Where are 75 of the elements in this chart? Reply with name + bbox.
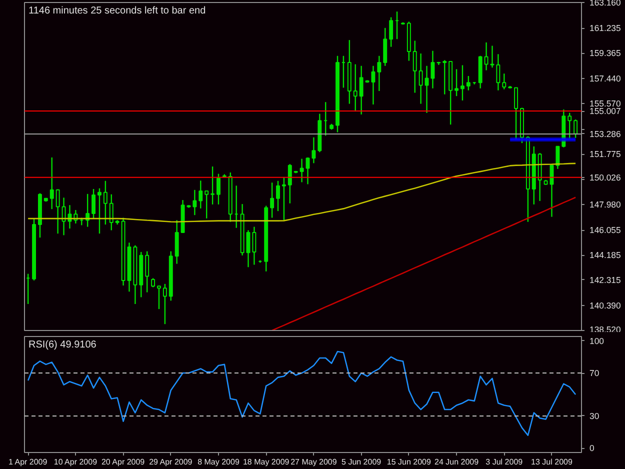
candlestick [288,164,292,204]
candlestick [377,55,382,92]
candlestick [56,188,60,234]
candlestick [490,45,494,68]
candlestick [568,112,572,140]
y-tick-label: 30 [590,410,600,421]
candlestick [359,65,364,116]
candlestick [484,42,488,71]
x-tick-label: 24 Jun 2009 [434,458,480,466]
candlestick [162,283,167,325]
x-tick-label: 18 May 2009 [242,458,290,466]
candlestick [454,68,459,97]
y-tick-label: 140.390 [590,300,621,311]
candlestick [514,87,518,140]
y-tick-label: 157.440 [590,74,621,84]
chart-title: RSI(6) 49.9106 [28,340,97,350]
ref-line-label: 153.286 [590,128,621,139]
x-tick-label: 20 Apr 2009 [101,458,146,466]
candlestick [210,166,215,206]
candlestick [204,190,209,220]
candlestick [151,278,156,288]
x-tick-label: 29 Apr 2009 [149,458,193,466]
ref-line-label: 150.026 [590,172,621,182]
x-tick-label: 13 Jul 2009 [531,458,573,466]
y-tick-label: 161.235 [590,23,621,34]
x-tick-label: 3 Jul 2009 [486,458,524,466]
x-tick-label: 27 May 2009 [290,458,338,466]
candlestick [466,75,470,91]
x-tick-label: 8 May 2009 [198,458,240,466]
candlestick [174,220,179,264]
x-tick-label: 1 Apr 2009 [8,458,48,466]
y-tick-label: 151.775 [590,149,621,160]
y-tick-label: 0 [590,443,594,454]
line-series [27,350,576,436]
candlestick [442,60,447,95]
candlestick [157,284,161,310]
x-tick-label: 10 Apr 2009 [54,458,98,466]
candlestick [460,64,464,102]
y-tick-label: 147.980 [590,200,621,210]
candlestick [109,194,114,231]
candlestick [502,72,506,90]
candlestick [300,158,304,183]
candlestick [556,146,560,170]
candlestick [50,156,54,210]
x-tick-label: 15 Jun 2009 [386,458,432,466]
y-tick-label: 100 [590,336,604,346]
candlestick [198,180,203,210]
candlestick [192,189,197,216]
y-tick-label: 146.055 [590,225,621,236]
candlestick [252,226,256,266]
candlestick [412,40,417,94]
candlestick [312,136,316,164]
candlestick [270,182,274,218]
x-tick-label: 5 Jun 2009 [342,458,382,466]
candlestick [282,176,286,221]
candlestick [418,52,423,104]
y-tick-label: 144.185 [590,250,621,260]
candlestick [353,64,358,112]
candlestick [276,180,280,212]
candlestick [97,188,102,234]
y-tick-label: 155.570 [590,98,621,109]
y-tick-label: 159.365 [590,48,621,58]
ref-line-label: 155.007 [590,106,621,116]
line-series [271,196,576,330]
candlestick [496,54,500,91]
candlestick [92,188,96,220]
annotation: 1146 minutes 25 seconds left to bar end [28,6,206,16]
candlestick [383,27,388,66]
candlestick [216,173,220,206]
y-tick-label: 70 [590,368,600,378]
candlestick [574,118,578,139]
candlestick [389,16,394,48]
candlestick [103,180,108,226]
y-tick-label: 142.315 [590,274,621,285]
candlestick [145,250,150,293]
